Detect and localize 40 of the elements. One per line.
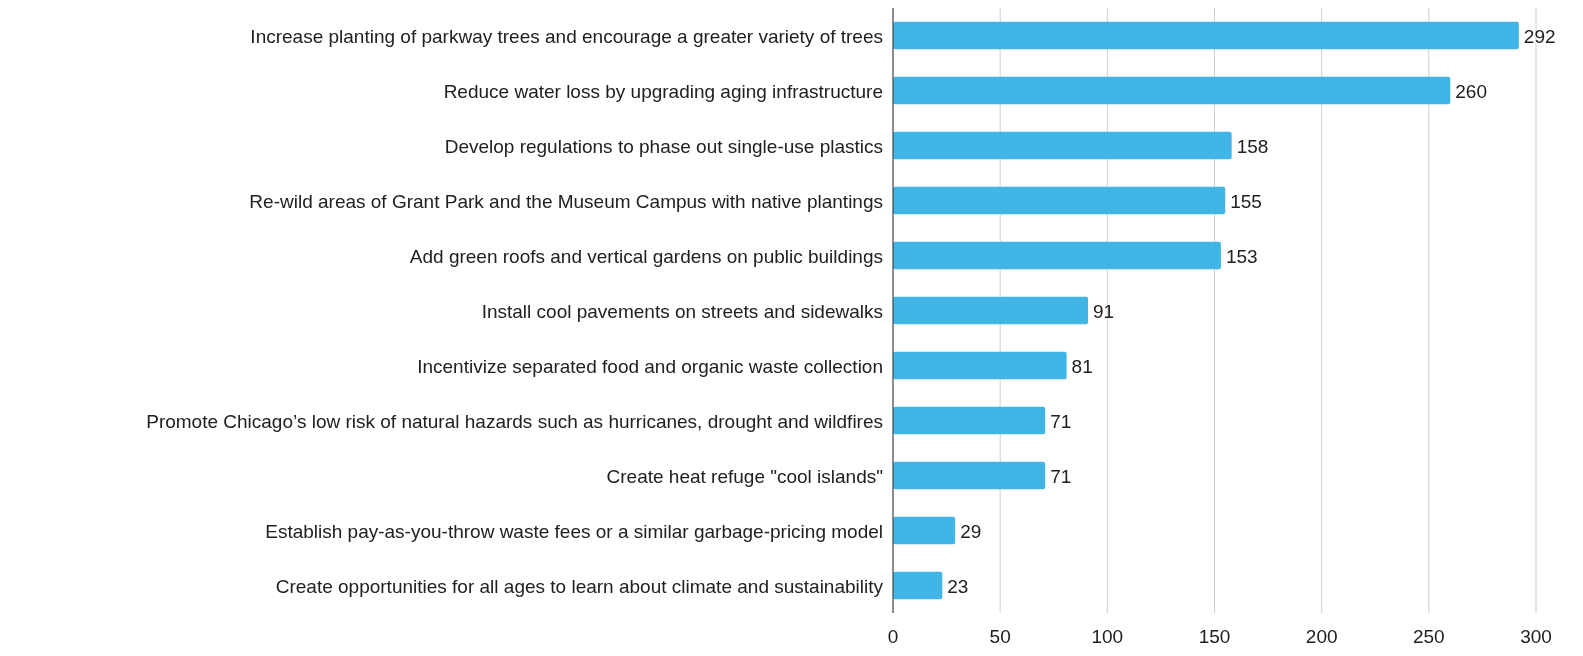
y-tick-label: Add green roofs and vertical gardens on public buildings (409, 245, 883, 267)
y-tick-label: Promote Chicago’s low risk of natural hazards such as hurricanes, drought and wildfires (146, 410, 883, 432)
y-tick-label: Install cool pavements on streets and sidewalks (481, 300, 883, 322)
data-label: 292 (1523, 25, 1556, 47)
bar (893, 461, 1046, 490)
bar (893, 186, 1226, 215)
bar (893, 131, 1232, 160)
data-label: 158 (1236, 135, 1269, 157)
data-label: 91 (1093, 300, 1115, 322)
x-tick-label: 50 (989, 626, 1011, 647)
y-tick-label: Incentivize separated food and organic waste collection (417, 355, 883, 377)
data-label: 29 (960, 520, 982, 542)
data-label: 260 (1455, 80, 1487, 102)
bar (893, 296, 1089, 325)
data-label: 155 (1230, 190, 1262, 212)
y-tick-label: Develop regulations to phase out single-use plastics (444, 135, 883, 157)
bar (893, 351, 1067, 380)
y-tick-label: Establish pay-as-you-throw waste fees or a similar garbage-pricing model (265, 520, 883, 542)
y-tick-label: Create opportunities for all ages to learn about climate and sustainability (275, 575, 884, 597)
x-tick-label: 0 (887, 626, 899, 647)
x-tick-label: 300 (1520, 626, 1552, 647)
bar (893, 516, 956, 545)
bar (893, 21, 1519, 50)
y-tick-label: Reduce water loss by upgrading aging infrastructure (443, 80, 883, 102)
bar (893, 571, 943, 600)
data-label: 23 (947, 575, 969, 597)
bar (893, 241, 1221, 270)
data-label: 71 (1050, 410, 1072, 432)
y-tick-label: Re-wild areas of Grant Park and the Museum Campus with native plantings (249, 190, 883, 212)
x-tick-label: 150 (1198, 626, 1231, 647)
bar (893, 76, 1451, 105)
y-tick-label: Create heat refuge "cool islands" (606, 465, 883, 487)
data-label: 71 (1050, 465, 1072, 487)
x-tick-label: 200 (1305, 626, 1338, 647)
x-tick-label: 250 (1412, 626, 1445, 647)
data-label: 81 (1071, 355, 1093, 377)
y-tick-label: Increase planting of parkway trees and encourage a greater variety of trees (250, 25, 883, 47)
data-label: 153 (1225, 245, 1258, 267)
bar (893, 406, 1046, 435)
x-tick-label: 100 (1091, 626, 1124, 647)
